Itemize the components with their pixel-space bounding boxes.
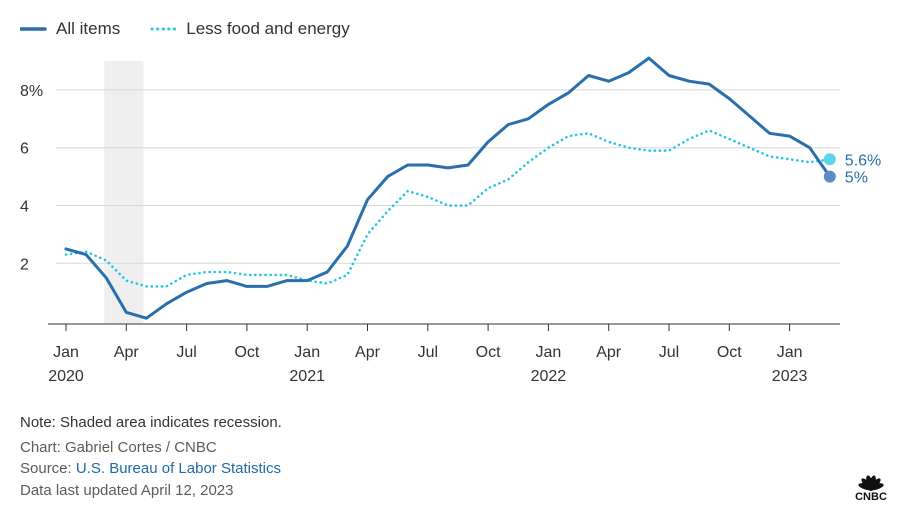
cnbc-logo: CNBC xyxy=(855,475,887,502)
source-link[interactable]: U.S. Bureau of Labor Statistics xyxy=(75,460,281,477)
legend-item-all-items: All items xyxy=(20,19,120,39)
chart-footer: Note: Shaded area indicates recession. C… xyxy=(20,412,282,501)
legend-item-less-food-energy: Less food and energy xyxy=(150,19,350,39)
x-tick-label: Jul xyxy=(418,344,438,361)
series-end-label: 5.6% xyxy=(845,152,881,169)
x-tick-label: Jan xyxy=(777,344,803,361)
x-tick-label: Jan xyxy=(294,344,320,361)
series-end-marker xyxy=(823,153,836,166)
y-tick-label: 2 xyxy=(20,256,29,273)
x-tick-label: Oct xyxy=(717,344,742,361)
series-line-less-food-energy xyxy=(64,129,832,288)
x-tick-label: Apr xyxy=(596,344,622,361)
series-end-label: 5% xyxy=(845,170,868,187)
x-tick-label: Jan xyxy=(536,344,562,361)
x-tick-label: Apr xyxy=(114,344,140,361)
recession-shade xyxy=(104,61,144,324)
x-tick-label: Jul xyxy=(659,344,679,361)
peacock-icon xyxy=(858,475,884,491)
source-prefix: Source: xyxy=(20,460,76,477)
x-tick-label: Oct xyxy=(476,344,501,361)
x-tick-label: Jan xyxy=(53,344,79,361)
legend-label-all-items: All items xyxy=(56,19,121,38)
x-tick-year: 2020 xyxy=(48,368,84,385)
series-end-marker xyxy=(823,170,836,183)
logo-text: CNBC xyxy=(855,491,887,502)
series-line-all-items xyxy=(64,56,832,320)
x-tick-year: 2023 xyxy=(772,368,808,385)
y-tick-label: 6 xyxy=(20,141,29,158)
x-tick-label: Oct xyxy=(234,344,259,361)
y-tick-label: 8% xyxy=(20,83,43,100)
recession-note: Note: Shaded area indicates recession. xyxy=(20,414,282,431)
inflation-line-chart: 2 4 6 8% Jan 2020 Apr Jul Oct Jan 2021 Apr Jul Oct Jan… xyxy=(20,56,881,385)
x-tick-year: 2021 xyxy=(289,368,325,385)
legend-swatch-less-food-energy xyxy=(150,27,177,31)
x-tick-year: 2022 xyxy=(531,368,567,385)
legend-swatch-all-items xyxy=(20,27,47,31)
data-updated: Data last updated April 12, 2023 xyxy=(20,481,234,499)
chart-legend: All items Less food and energy xyxy=(20,15,380,43)
y-tick-label: 4 xyxy=(20,199,29,216)
chart-credit: Chart: Gabriel Cortes / CNBC xyxy=(20,438,217,456)
x-tick-label: Jul xyxy=(176,344,196,361)
legend-label-less-food-energy: Less food and energy xyxy=(186,19,350,38)
x-tick-label: Apr xyxy=(355,344,381,361)
chart-source: Source: U.S. Bureau of Labor Statistics xyxy=(20,458,282,480)
